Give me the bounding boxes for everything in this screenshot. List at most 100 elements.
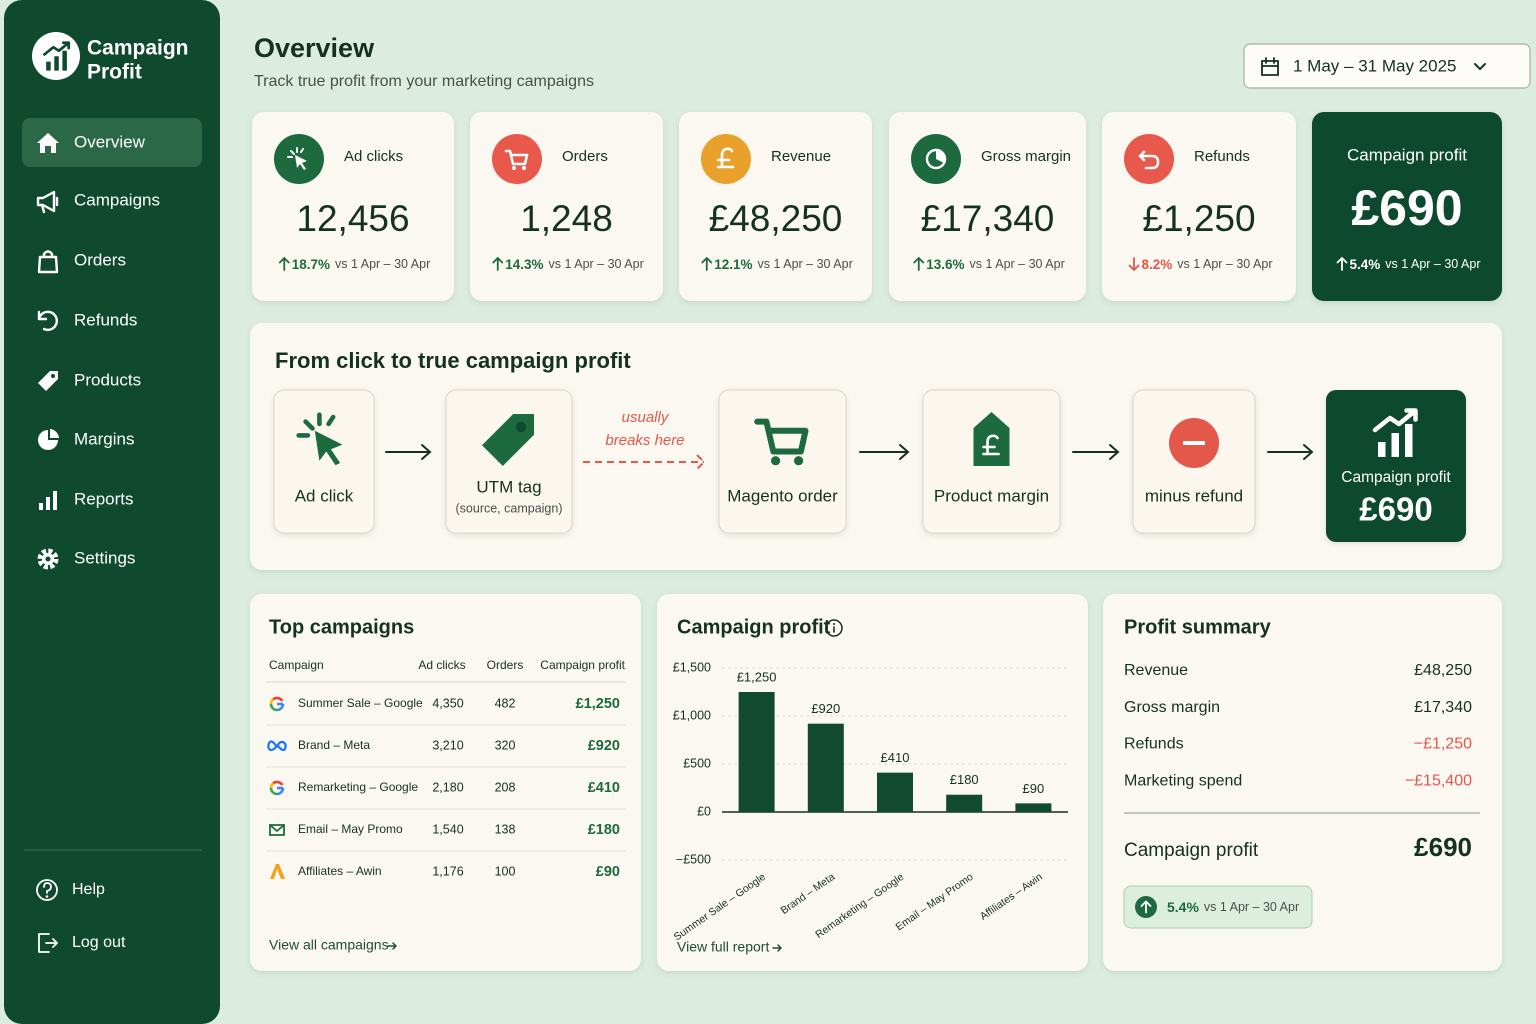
table-cell: 4,350 xyxy=(432,696,463,710)
campaign-profit: £180 xyxy=(588,822,620,838)
table-cell: 100 xyxy=(495,864,516,878)
icon-shape xyxy=(272,696,284,702)
nav-item[interactable]: Orders xyxy=(74,250,126,269)
flow-result-label: Campaign profit xyxy=(1341,469,1451,486)
kpi-change-line: 12.1% vs 1 Apr – 30 Apr xyxy=(714,257,852,272)
kpi-value: £1,250 xyxy=(1142,198,1255,239)
icon-shape xyxy=(270,864,285,879)
flow-note: breaks here xyxy=(605,432,684,449)
summary-label: Gross margin xyxy=(1124,699,1220,716)
summary-label: Marketing spend xyxy=(1124,772,1242,789)
flow-result-value: £690 xyxy=(1359,491,1432,528)
kpi-compare: vs 1 Apr – 30 Apr xyxy=(970,257,1065,271)
date-range: 1 May – 31 May 2025 xyxy=(1293,56,1456,75)
icon-awin xyxy=(270,864,285,879)
page-subtitle: Track true profit from your marketing ca… xyxy=(254,73,594,90)
icon-cursor xyxy=(287,147,307,170)
table-cell: 320 xyxy=(495,738,516,752)
summary-label: Revenue xyxy=(1124,662,1188,679)
kpi-value: £690 xyxy=(1351,180,1462,236)
nav-footer-item[interactable]: Log out xyxy=(72,934,126,951)
flow-step xyxy=(273,389,375,534)
kpi-change: 13.6% xyxy=(926,257,964,272)
icon-shape xyxy=(37,250,59,274)
view-all-link[interactable]: View all campaigns xyxy=(269,937,389,953)
y-tick-label: −£500 xyxy=(676,852,711,866)
date-picker[interactable] xyxy=(1243,43,1531,89)
flow-step-label: Product margin xyxy=(934,486,1049,505)
kpi-label: Refunds xyxy=(1194,148,1250,165)
bar-value-label: £1,250 xyxy=(737,669,777,684)
icon-refresh xyxy=(37,310,58,331)
icon-shape xyxy=(50,429,59,438)
icon-shape xyxy=(295,155,307,170)
icon-shape xyxy=(936,150,945,163)
icon-gear xyxy=(37,548,59,570)
sidebar xyxy=(4,0,220,1024)
icon-tag xyxy=(482,414,534,466)
bar xyxy=(807,723,844,812)
icon-shape xyxy=(37,548,59,570)
nav-item[interactable]: Refunds xyxy=(74,310,137,329)
nav-item[interactable]: Reports xyxy=(74,489,134,508)
nav-item[interactable]: Settings xyxy=(74,548,135,567)
icon-shape xyxy=(833,623,835,625)
kpi-change: 18.7% xyxy=(292,257,330,272)
campaigns-title: Top campaigns xyxy=(269,616,414,638)
icon-home xyxy=(37,133,59,153)
icon-shape xyxy=(267,740,287,752)
nav-item[interactable]: Campaigns xyxy=(74,190,160,209)
flow-step-label: Magento order xyxy=(727,486,838,505)
nav-item[interactable]: Margins xyxy=(74,429,134,448)
chart-title: Campaign profit xyxy=(677,616,831,638)
icon-shape xyxy=(771,456,781,466)
kpi-change-line: 14.3% vs 1 Apr – 30 Apr xyxy=(505,257,643,272)
icon-shape xyxy=(45,556,51,562)
icon-chartUp xyxy=(1372,408,1418,457)
flow-step xyxy=(445,389,573,534)
kpi-icon-bg xyxy=(1124,134,1174,184)
summary-value: £17,340 xyxy=(1414,699,1472,716)
icon-shape xyxy=(512,166,516,170)
summary-value: £48,250 xyxy=(1414,662,1472,679)
table-cell: 2,180 xyxy=(432,780,463,794)
icon-shape xyxy=(1474,63,1486,70)
campaign-profit: £90 xyxy=(596,864,620,880)
kpi-icon-bg xyxy=(492,134,542,184)
icon-shape xyxy=(825,619,843,637)
icon-shape xyxy=(45,895,49,898)
campaign-profit: £1,250 xyxy=(576,696,620,712)
summary-value: −£1,250 xyxy=(1414,736,1472,753)
icon-pound xyxy=(716,147,735,169)
nav-footer-item[interactable]: Help xyxy=(72,881,105,898)
kpi-label: Revenue xyxy=(771,148,831,165)
flow-broken-arrow xyxy=(583,454,706,470)
icon-pieOut xyxy=(925,148,947,170)
brand-name: Campaign xyxy=(87,37,189,60)
icon-shape xyxy=(387,942,397,950)
nav-item[interactable]: Overview xyxy=(74,132,146,151)
icon-shape xyxy=(269,782,275,789)
trend-arrow xyxy=(1140,900,1152,914)
kpi-label: Campaign profit xyxy=(1347,145,1467,164)
kpi-change-line: 18.7% vs 1 Apr – 30 Apr xyxy=(292,257,430,272)
table-cell: Affiliates – Awin xyxy=(298,864,382,878)
change-line: 5.4% vs 1 Apr – 30 Apr xyxy=(1167,899,1299,915)
view-report-link[interactable]: View full report xyxy=(677,939,769,955)
summary-value: −£15,400 xyxy=(1405,772,1472,789)
icon-bars xyxy=(39,491,57,510)
kpi-compare: vs 1 Apr – 30 Apr xyxy=(1385,257,1480,271)
nav-item[interactable]: Products xyxy=(74,370,141,389)
icon-cursor xyxy=(296,412,343,466)
icon-bag xyxy=(37,250,59,274)
icon-shape xyxy=(1183,441,1205,445)
icon-megaphone xyxy=(36,190,59,214)
icon-shape xyxy=(46,50,67,71)
icon-shape xyxy=(39,491,57,510)
icon-chev xyxy=(1474,63,1486,70)
kpi-value: 1,248 xyxy=(520,198,613,239)
flow-step-label: UTM tag xyxy=(476,477,541,496)
icon-shape xyxy=(1378,424,1413,457)
kpi-change-line: 8.2% vs 1 Apr – 30 Apr xyxy=(1142,257,1273,272)
flow-step-label: Ad click xyxy=(295,486,354,505)
